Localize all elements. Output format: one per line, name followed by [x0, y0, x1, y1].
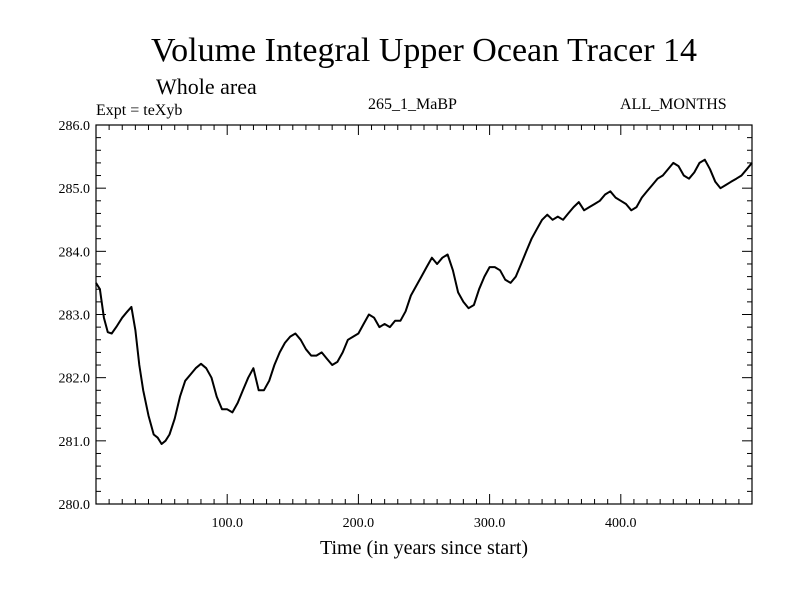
series-line [95, 158, 753, 445]
y-tick-label: 281.0 [59, 435, 91, 450]
x-tick-label: 300.0 [474, 516, 506, 531]
chart-subtitle: Whole area [156, 74, 257, 99]
y-tick-label: 286.0 [59, 119, 91, 134]
x-tick-label: 200.0 [343, 516, 375, 531]
x-tick-label: 100.0 [211, 516, 243, 531]
y-tick-label: 284.0 [59, 245, 91, 260]
chart-title: Volume Integral Upper Ocean Tracer 14 [150, 32, 698, 69]
y-tick-label: 280.0 [59, 498, 91, 513]
experiment-label: Expt = teXyb [96, 102, 183, 119]
run-label: 265_1_MaBP [368, 96, 457, 113]
axis-ticks [96, 125, 752, 504]
y-tick-label: 282.0 [59, 372, 91, 387]
x-axis-label: Time (in years since start) [319, 537, 529, 559]
axis-tick-labels: 100.0 200.0 300.0 400.0 280.0 281.0 282.0 283.0… [59, 119, 637, 531]
months-label: ALL_MONTHS [620, 96, 727, 113]
y-tick-label: 283.0 [59, 309, 91, 324]
x-tick-label: 400.0 [605, 516, 637, 531]
plot-frame [95, 124, 753, 505]
y-tick-label: 285.0 [59, 182, 91, 197]
